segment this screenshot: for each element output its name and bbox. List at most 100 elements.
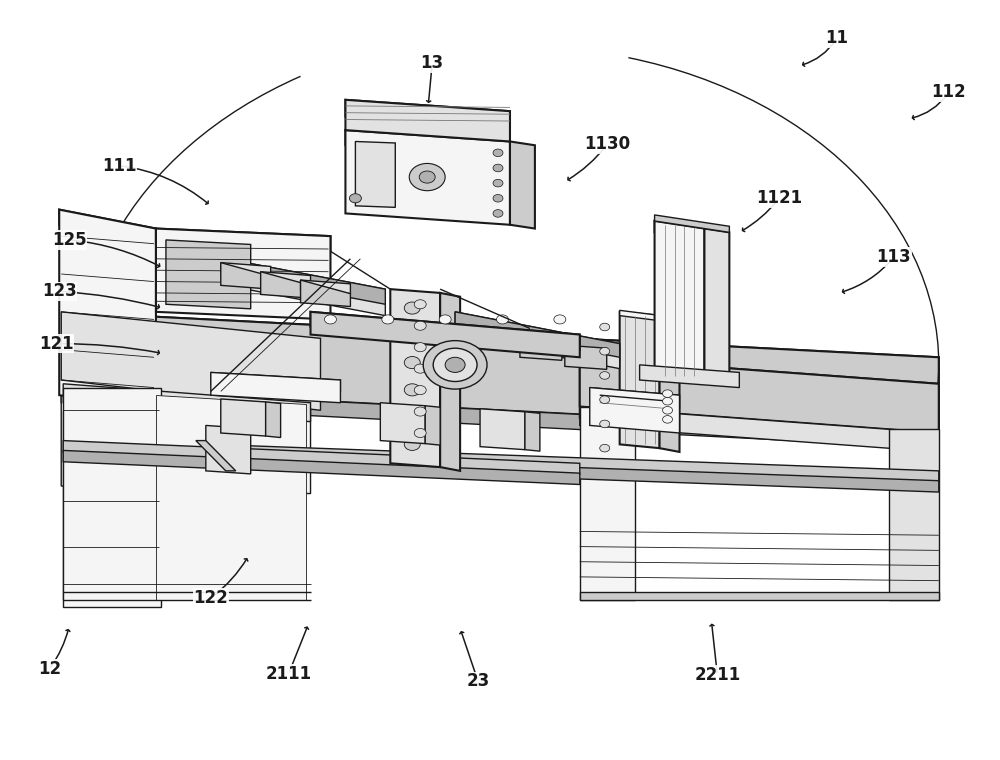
Polygon shape [221,399,266,436]
Polygon shape [61,388,939,448]
Polygon shape [266,402,281,438]
Polygon shape [61,395,311,493]
Polygon shape [510,141,535,229]
Circle shape [414,385,426,394]
Circle shape [663,407,673,414]
Text: 125: 125 [52,231,87,249]
Polygon shape [166,240,251,309]
Polygon shape [311,312,580,357]
Polygon shape [61,312,320,410]
Polygon shape [520,336,562,360]
Polygon shape [211,372,340,403]
Circle shape [324,315,336,324]
Circle shape [423,340,487,389]
Circle shape [600,347,610,355]
Circle shape [497,315,508,324]
Polygon shape [620,310,680,323]
Polygon shape [63,441,580,475]
Text: 121: 121 [39,334,74,353]
Text: 12: 12 [38,660,61,678]
Polygon shape [186,252,385,308]
Polygon shape [345,100,510,141]
Polygon shape [590,388,680,409]
Polygon shape [355,141,395,207]
Polygon shape [525,412,540,451]
Circle shape [600,420,610,428]
Polygon shape [580,592,939,600]
Polygon shape [59,210,156,410]
Polygon shape [704,229,729,384]
Circle shape [600,445,610,452]
Polygon shape [221,263,271,277]
Polygon shape [580,407,635,600]
Polygon shape [59,210,156,244]
Circle shape [493,149,503,157]
Text: 112: 112 [931,84,966,101]
Polygon shape [206,426,251,474]
Polygon shape [61,214,151,312]
Polygon shape [186,267,385,315]
Circle shape [404,384,420,396]
Circle shape [414,343,426,352]
Polygon shape [455,312,620,355]
Circle shape [404,411,420,423]
Circle shape [382,315,394,324]
Text: 113: 113 [877,249,911,266]
Text: 13: 13 [421,55,444,72]
Polygon shape [63,410,111,600]
Polygon shape [211,454,939,492]
Text: 111: 111 [102,157,136,175]
Polygon shape [455,312,620,360]
Circle shape [404,356,420,369]
Polygon shape [475,327,517,351]
Circle shape [414,407,426,416]
Circle shape [414,299,426,309]
Polygon shape [345,130,510,225]
Polygon shape [580,357,939,433]
Circle shape [419,171,435,183]
Polygon shape [311,312,580,350]
Polygon shape [455,325,620,369]
Polygon shape [196,441,236,471]
Polygon shape [221,263,271,289]
Circle shape [600,396,610,404]
Circle shape [600,372,610,379]
Text: 2211: 2211 [694,667,741,684]
Polygon shape [211,372,340,392]
Text: 2111: 2111 [266,665,312,682]
Circle shape [600,323,610,331]
Polygon shape [425,406,440,445]
Text: 1130: 1130 [585,135,631,153]
Polygon shape [620,312,660,448]
Circle shape [663,416,673,423]
Polygon shape [480,409,525,450]
Polygon shape [565,345,607,369]
Circle shape [409,163,445,191]
Circle shape [414,429,426,438]
Circle shape [414,364,426,373]
Polygon shape [390,289,440,467]
Circle shape [404,439,420,451]
Polygon shape [156,229,330,252]
Polygon shape [345,130,510,157]
Circle shape [663,397,673,405]
Polygon shape [63,388,161,607]
Polygon shape [261,272,311,285]
Text: 11: 11 [826,29,849,46]
Polygon shape [889,429,939,600]
Polygon shape [660,315,680,452]
Circle shape [493,210,503,217]
Polygon shape [261,272,311,298]
Polygon shape [301,280,350,306]
Polygon shape [61,312,939,441]
Polygon shape [655,221,704,380]
Text: 1121: 1121 [756,189,802,207]
Polygon shape [186,252,385,300]
Polygon shape [156,395,306,600]
Circle shape [445,357,465,372]
Polygon shape [580,357,939,447]
Circle shape [414,321,426,331]
Polygon shape [640,365,739,388]
Polygon shape [655,221,704,240]
Polygon shape [590,388,680,433]
